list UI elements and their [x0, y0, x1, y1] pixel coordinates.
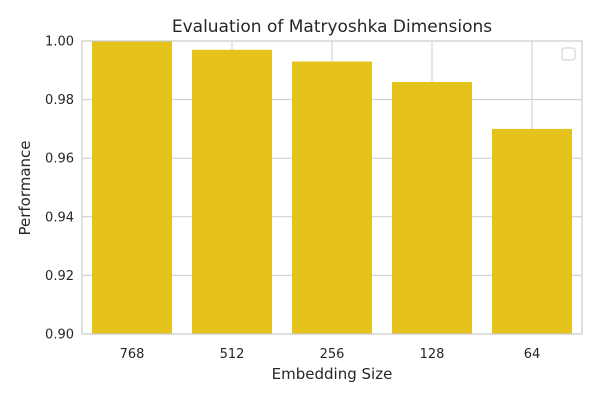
x-tick-label: 768 — [120, 347, 145, 362]
y-axis-ticks: 0.90 0.92 0.94 0.96 0.98 1.00 — [45, 35, 74, 343]
y-tick-label: 1.00 — [45, 35, 74, 50]
chart-title: Evaluation of Matryoshka Dimensions — [172, 17, 492, 37]
bar-128 — [392, 82, 472, 335]
legend-box — [561, 47, 576, 61]
x-tick-label: 512 — [220, 347, 245, 362]
x-tick-label: 256 — [320, 347, 345, 362]
legend — [561, 47, 576, 61]
y-tick-label: 0.92 — [45, 269, 74, 284]
bars — [92, 41, 572, 335]
bar-768 — [92, 41, 172, 334]
y-tick-label: 0.90 — [45, 328, 74, 343]
bar-512 — [192, 49, 272, 334]
x-tick-label: 64 — [524, 347, 541, 362]
x-axis-label: Embedding Size — [272, 365, 393, 383]
x-axis-ticks: 768 512 256 128 64 — [120, 347, 541, 362]
x-tick-label: 128 — [420, 347, 445, 362]
y-tick-label: 0.94 — [45, 210, 74, 225]
bar-256 — [292, 61, 372, 334]
y-tick-label: 0.96 — [45, 152, 74, 167]
y-axis-label: Performance — [16, 140, 34, 235]
bar-64 — [492, 128, 572, 334]
y-tick-label: 0.98 — [45, 93, 74, 108]
plot-frame — [81, 40, 583, 335]
